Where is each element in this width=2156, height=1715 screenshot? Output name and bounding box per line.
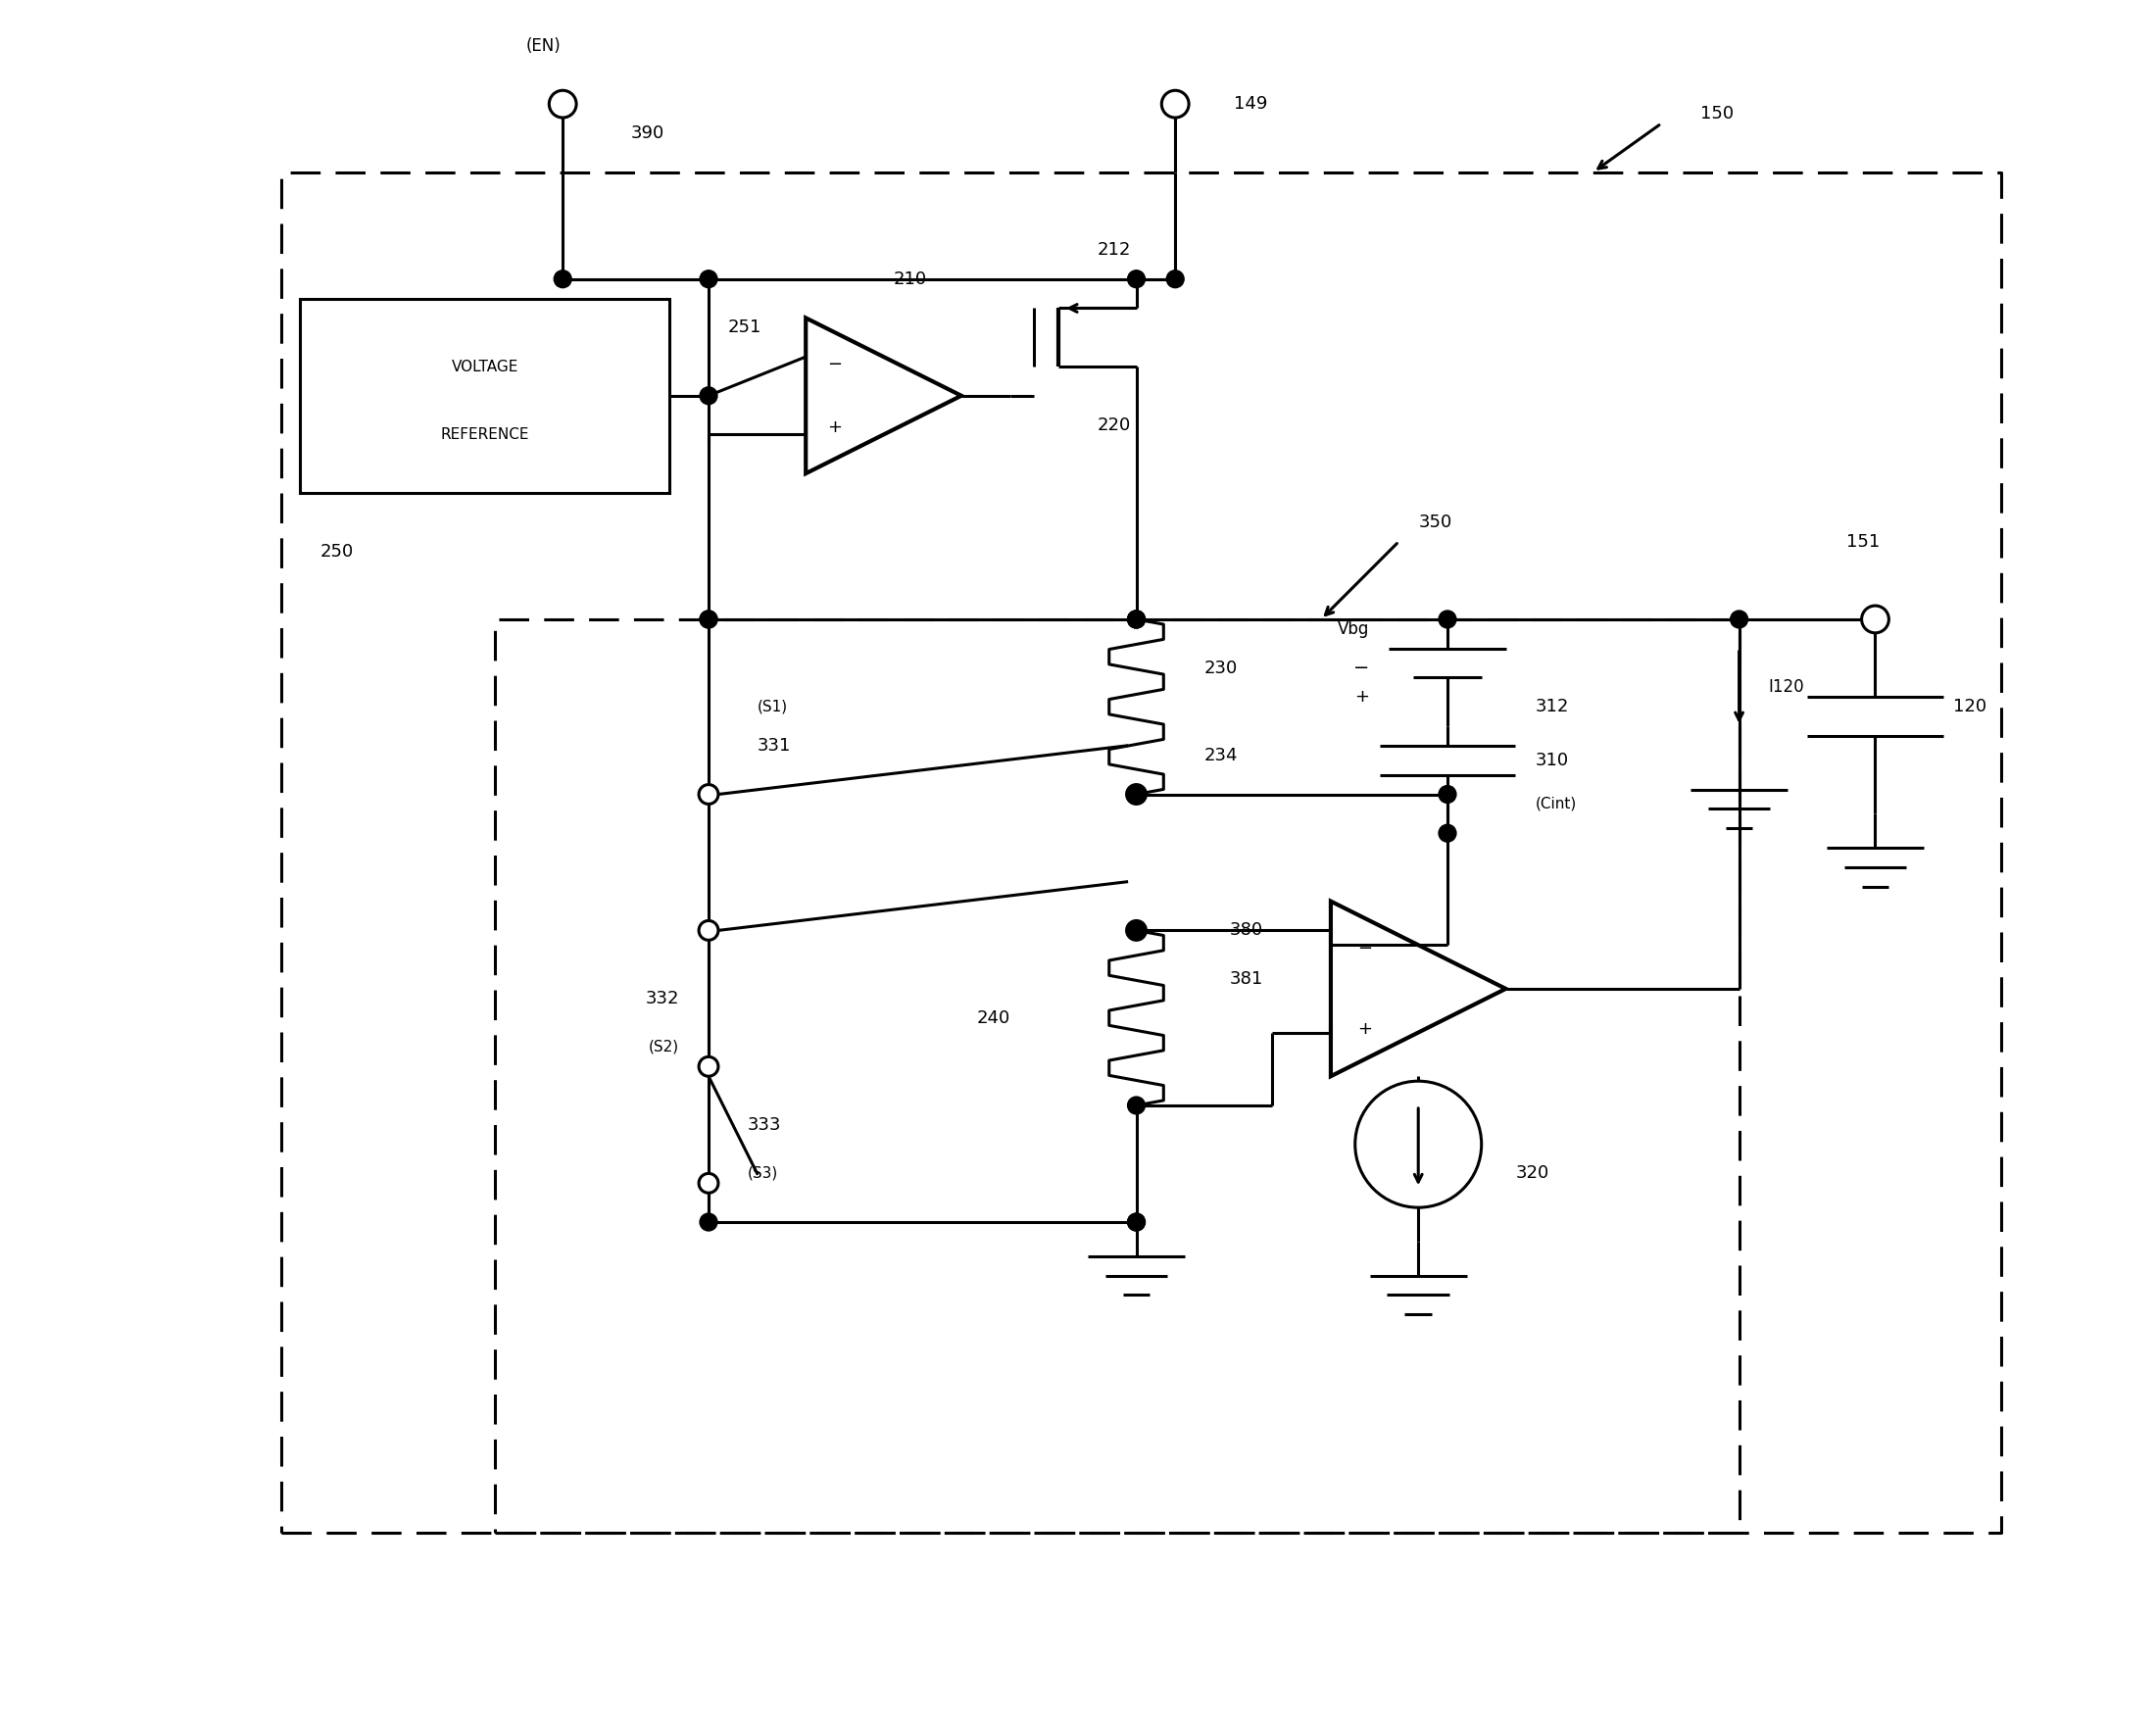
Text: 312: 312	[1535, 698, 1570, 715]
Text: 234: 234	[1205, 746, 1238, 765]
Text: +: +	[1358, 1020, 1371, 1038]
Text: 320: 320	[1516, 1164, 1548, 1182]
Circle shape	[1128, 611, 1145, 628]
Circle shape	[1128, 611, 1145, 628]
Text: −: −	[1354, 659, 1369, 677]
Circle shape	[1162, 91, 1188, 118]
Text: 332: 332	[645, 990, 679, 1007]
Circle shape	[1861, 605, 1889, 633]
Text: 390: 390	[632, 125, 664, 142]
Circle shape	[701, 921, 718, 940]
Text: 380: 380	[1229, 921, 1263, 940]
Text: REFERENCE: REFERENCE	[440, 427, 528, 442]
Circle shape	[701, 388, 718, 405]
Text: (S1): (S1)	[757, 700, 787, 713]
Circle shape	[1128, 785, 1145, 803]
Text: I120: I120	[1768, 679, 1805, 696]
Circle shape	[1166, 271, 1184, 288]
Text: 150: 150	[1701, 105, 1733, 122]
Text: 212: 212	[1097, 242, 1132, 259]
Circle shape	[1438, 785, 1455, 803]
Text: Vbg: Vbg	[1339, 621, 1369, 638]
Text: 381: 381	[1229, 971, 1263, 988]
Circle shape	[701, 271, 718, 288]
Circle shape	[1128, 1213, 1145, 1231]
Circle shape	[699, 1173, 718, 1194]
Text: (EN): (EN)	[526, 38, 561, 55]
Circle shape	[550, 91, 576, 118]
Circle shape	[701, 611, 718, 628]
Text: +: +	[828, 418, 843, 436]
Text: 120: 120	[1953, 698, 1986, 715]
Text: +: +	[1354, 688, 1369, 707]
Text: VOLTAGE: VOLTAGE	[451, 358, 517, 374]
Text: 350: 350	[1419, 513, 1451, 532]
Circle shape	[554, 271, 571, 288]
Circle shape	[1438, 825, 1455, 842]
Text: 210: 210	[893, 271, 927, 288]
Circle shape	[1128, 1096, 1145, 1115]
Circle shape	[1128, 785, 1145, 803]
Text: (Cint): (Cint)	[1535, 797, 1576, 811]
Circle shape	[1128, 921, 1145, 940]
Circle shape	[1438, 611, 1455, 628]
Text: 250: 250	[319, 542, 354, 561]
Circle shape	[699, 1056, 718, 1077]
Text: (S3): (S3)	[748, 1166, 778, 1182]
Text: 333: 333	[748, 1116, 780, 1134]
Circle shape	[1128, 921, 1147, 940]
Circle shape	[701, 1213, 718, 1231]
Text: 331: 331	[757, 737, 791, 755]
Circle shape	[699, 784, 718, 804]
Circle shape	[1128, 1213, 1145, 1231]
Circle shape	[1128, 611, 1145, 628]
Text: (S2): (S2)	[649, 1039, 679, 1055]
Circle shape	[701, 785, 718, 803]
Text: 310: 310	[1535, 751, 1567, 768]
Text: −: −	[828, 355, 843, 374]
Circle shape	[699, 921, 718, 940]
Circle shape	[1128, 271, 1145, 288]
Text: 230: 230	[1205, 659, 1238, 677]
Text: 240: 240	[977, 1008, 1009, 1027]
Text: 220: 220	[1097, 417, 1132, 434]
Circle shape	[1731, 611, 1749, 628]
Text: 149: 149	[1233, 96, 1268, 113]
Text: 151: 151	[1846, 533, 1880, 551]
Text: 251: 251	[729, 319, 761, 336]
Circle shape	[1128, 784, 1147, 804]
Text: −: −	[1358, 940, 1371, 957]
Bar	[300, 298, 671, 492]
Circle shape	[701, 611, 718, 628]
